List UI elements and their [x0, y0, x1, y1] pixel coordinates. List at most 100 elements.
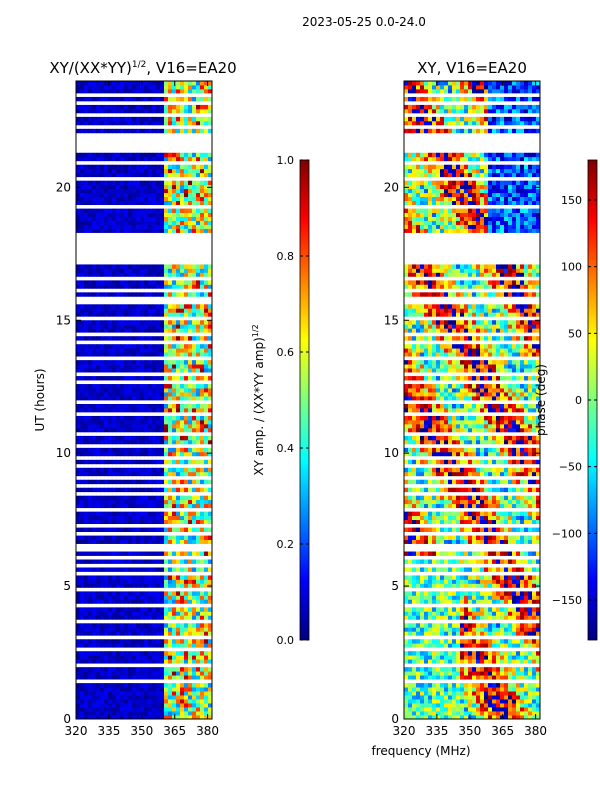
amp-cell	[120, 567, 125, 572]
amp-cell	[208, 192, 212, 198]
phase-cell	[416, 567, 421, 572]
phase-cell	[468, 651, 473, 656]
amp-cell	[108, 108, 113, 114]
phase-cell	[492, 591, 497, 596]
amp-cell	[196, 168, 201, 174]
phase-cell	[432, 515, 437, 521]
phase-cell	[464, 615, 469, 620]
phase-cell	[412, 579, 417, 584]
amp-cell	[144, 320, 149, 325]
amp-cell	[136, 671, 141, 676]
amp-cell	[152, 595, 157, 600]
amp-cell	[156, 695, 161, 700]
phase-cell	[468, 687, 473, 692]
amp-cell	[144, 579, 149, 584]
phase-cell	[408, 539, 413, 544]
phase-cell	[464, 583, 469, 588]
amp-cell	[208, 81, 212, 86]
phase-cell	[456, 535, 461, 540]
phase-cell	[516, 703, 521, 708]
amp-cell	[84, 655, 89, 660]
phase-cell	[480, 639, 485, 644]
amp-cell	[176, 627, 181, 632]
amp-cell	[140, 360, 145, 365]
phase-cell	[448, 711, 453, 716]
phase-cell	[428, 515, 433, 521]
phase-cell	[416, 519, 421, 525]
amp-cell	[92, 376, 97, 381]
phase-cell	[444, 627, 449, 632]
amp-cell	[160, 164, 165, 170]
amp-cell	[204, 264, 209, 269]
amp-cell	[196, 392, 201, 397]
phase-cell	[412, 615, 417, 620]
amp-cell	[160, 364, 165, 369]
phase-cell	[480, 695, 485, 700]
amp-cell	[188, 152, 193, 158]
amp-cell	[148, 308, 153, 313]
phase-cell	[480, 595, 485, 600]
amp-cell	[204, 567, 209, 572]
amp-cell	[172, 403, 177, 409]
amp-cell	[176, 128, 181, 134]
phase-cell	[436, 595, 441, 600]
amp-cell	[192, 435, 197, 441]
amp-cell	[136, 695, 141, 700]
amp-cell	[184, 96, 189, 102]
phase-cell	[420, 643, 425, 648]
phase-cell	[456, 643, 461, 648]
amp-cell	[204, 559, 209, 564]
amp-cell	[108, 591, 113, 596]
amp-cell	[112, 591, 117, 596]
amp-cell	[144, 368, 149, 373]
amp-cell	[192, 699, 197, 704]
amp-cell	[204, 388, 209, 393]
phase-cell	[428, 527, 433, 532]
phase-cell	[512, 623, 517, 628]
phase-cell	[440, 519, 445, 525]
phase-cell	[500, 535, 505, 540]
amp-cell	[112, 655, 117, 660]
amp-cell	[100, 535, 105, 540]
amp-cell	[84, 184, 89, 190]
amp-cell	[104, 651, 109, 656]
amp-cell	[152, 292, 157, 297]
amp-cell	[100, 180, 105, 186]
amp-cell	[160, 308, 165, 313]
amp-cell	[160, 188, 165, 194]
amp-cell	[100, 423, 105, 429]
amp-cell	[172, 467, 177, 473]
amp-cell	[200, 216, 205, 221]
amp-cell	[140, 228, 145, 233]
amp-cell	[132, 419, 137, 425]
amp-cell	[140, 671, 145, 676]
phase-cell	[472, 595, 477, 600]
amp-cell	[100, 683, 105, 688]
phase-cell	[408, 715, 413, 719]
amp-cell	[84, 292, 89, 297]
amp-cell	[88, 392, 93, 397]
amp-cell	[76, 575, 81, 580]
phase-cell	[524, 575, 529, 580]
phase-cell	[472, 623, 477, 628]
amp-cell	[92, 551, 97, 556]
amp-cell	[128, 479, 133, 485]
phase-cell	[432, 715, 437, 719]
amp-cell	[192, 471, 197, 477]
phase-cell	[408, 559, 413, 564]
amp-cell	[200, 651, 205, 656]
amp-cell	[112, 312, 117, 317]
amp-cell	[116, 447, 121, 453]
amp-cell	[156, 180, 161, 186]
amp-cell	[184, 615, 189, 620]
amp-cell	[120, 703, 125, 708]
phase-cell	[444, 707, 449, 712]
phase-cell	[492, 711, 497, 716]
amp-cell	[180, 88, 185, 94]
amp-cell	[140, 184, 145, 190]
phase-cell	[528, 623, 533, 628]
amp-cell	[188, 695, 193, 700]
amp-cell	[184, 104, 189, 110]
amp-cell	[168, 88, 173, 94]
phase-cell	[492, 519, 497, 525]
